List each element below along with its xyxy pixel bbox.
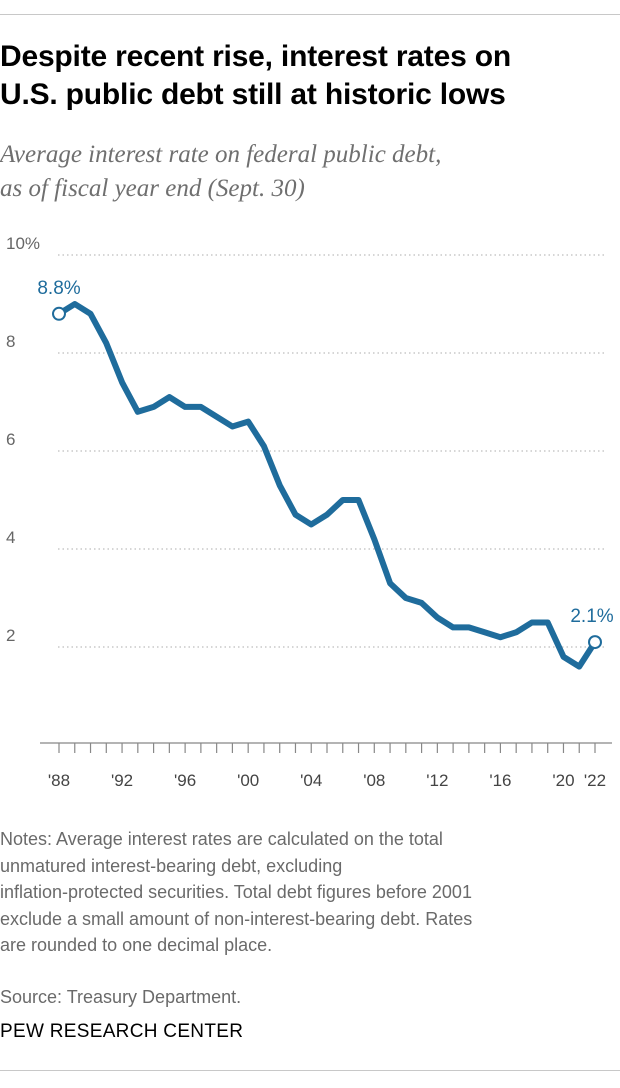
y-tick-label-4: 4 (6, 528, 15, 547)
x-tick-label-2012: '12 (426, 771, 448, 790)
title-line-2: U.S. public debt still at historic lows (0, 78, 506, 111)
subtitle-line-2: as of fiscal year end (Sept. 30) (0, 175, 305, 202)
x-tick-label-2016: '16 (489, 771, 511, 790)
x-tick-label-2020: '20 (552, 771, 574, 790)
y-tick-label-6: 6 (6, 430, 15, 449)
data-label-2022: 2.1% (570, 606, 613, 627)
series-line (56, 301, 598, 670)
x-tick-label-2022: '22 (584, 771, 606, 790)
chart-subtitle: Average interest rate on federal public … (0, 138, 610, 206)
x-tick-label-1996: '96 (174, 771, 196, 790)
chart-notes: Notes: Average interest rates are calcul… (0, 826, 612, 959)
x-tick-label-1992: '92 (111, 771, 133, 790)
data-point-2022 (588, 635, 602, 650)
y-tick-label-10: 10% (6, 234, 40, 253)
title-line-1: Despite recent rise, interest rates on (0, 40, 511, 73)
chart-title: Despite recent rise, interest rates on U… (0, 38, 610, 114)
y-tick-label-2: 2 (6, 626, 15, 645)
x-tick-label-2004: '04 (300, 771, 322, 790)
notes-line-1: Notes: Average interest rates are calcul… (0, 829, 443, 849)
top-rule (0, 14, 620, 15)
data-label-1988: 8.8% (37, 278, 80, 299)
y-tick-label-8: 8 (6, 332, 15, 351)
org-name: PEW RESEARCH CENTER (0, 1021, 244, 1042)
x-tick-label-1988: '88 (48, 771, 70, 790)
x-tick-label-2000: '00 (237, 771, 259, 790)
source-note: Source: Treasury Department. (0, 987, 242, 1007)
bottom-rule (0, 1070, 620, 1071)
notes-line-5: are rounded to one decimal place. (0, 935, 273, 955)
x-tick-label-2008: '08 (363, 771, 385, 790)
data-point-1988 (52, 306, 66, 321)
subtitle-line-1: Average interest rate on federal public … (0, 141, 442, 168)
notes-line-2: unmatured interest-bearing debt, excludi… (0, 855, 343, 876)
line-chart: 10% 8 6 4 2 '88 '92 '96 '00 '04 '08 '12 '16 '20 '22 8.8… (6, 234, 614, 790)
notes-line-4: exclude a small amount of non-interest-b… (0, 908, 473, 929)
notes-line-3: inflation-protected securities. Total de… (0, 882, 472, 902)
